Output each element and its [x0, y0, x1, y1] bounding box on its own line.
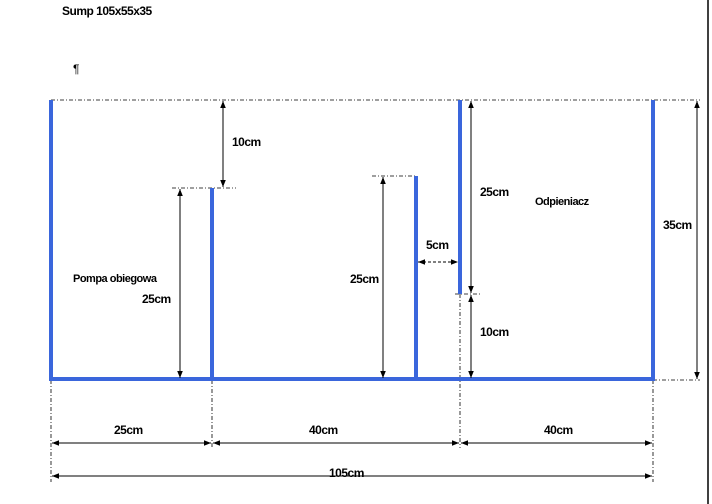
dim-label: 25cm	[142, 292, 171, 306]
pilcrow: ¶	[73, 62, 79, 76]
dim-label: 105cm	[329, 466, 364, 480]
dim-label: 5cm	[426, 238, 449, 252]
dashed-guides	[50, 99, 700, 482]
walls	[49, 100, 655, 381]
dim-label: 10cm	[480, 325, 509, 339]
dim-label: 25cm	[114, 423, 143, 437]
dim-label: 10cm	[232, 135, 261, 149]
dimension-arrows	[52, 101, 700, 479]
dim-label: 25cm	[480, 185, 509, 199]
dim-label: 40cm	[309, 423, 338, 437]
title: Sump 105x55x35	[62, 4, 153, 18]
zone-label: Odpieniacz	[535, 196, 590, 208]
zone-label: Pompa obiegowa	[73, 273, 158, 285]
dim-label: 40cm	[544, 423, 573, 437]
dim-label: 25cm	[350, 272, 379, 286]
dim-label: 35cm	[663, 218, 692, 232]
